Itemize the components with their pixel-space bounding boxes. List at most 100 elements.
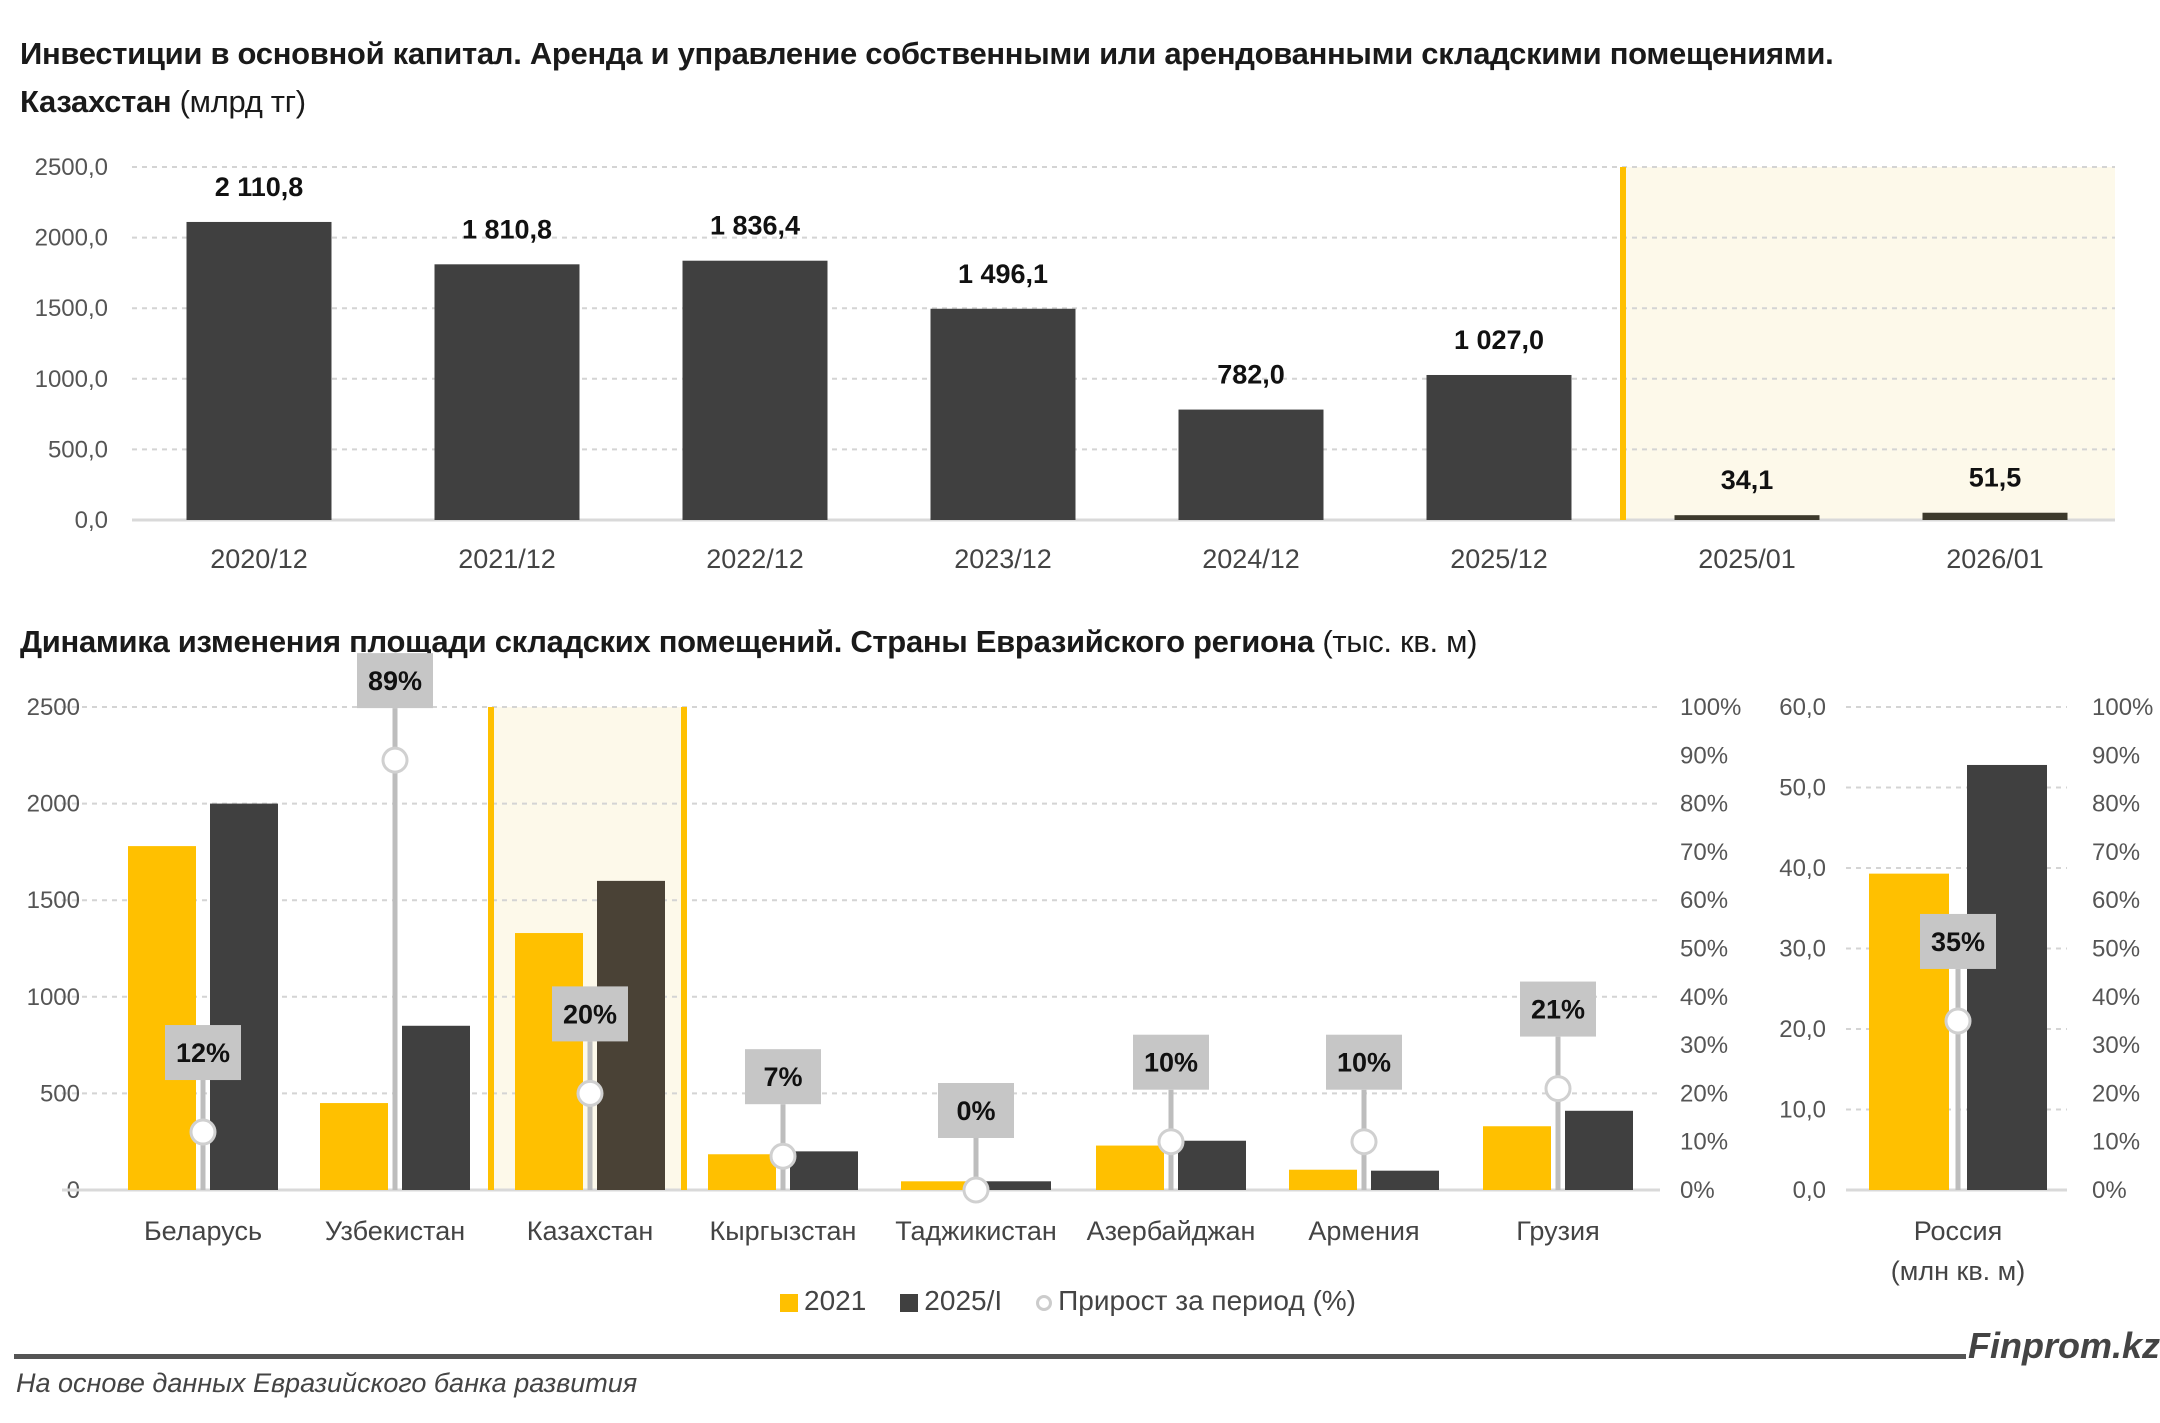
brand-logo: Finprom.kz [1968, 1325, 2160, 1366]
y2-tick-label: 80% [1680, 791, 1728, 818]
growth-marker [1157, 1128, 1185, 1156]
chart2-legend: 2021 2025/I Прирост за период (%) [780, 1285, 1356, 1317]
y2-tick-label: 50% [1680, 936, 1728, 963]
x-tick-label: Россия [1914, 1216, 2003, 1246]
data-label: 2 110,8 [215, 172, 304, 202]
growth-label: 21% [1531, 995, 1585, 1025]
growth-marker [189, 1118, 217, 1146]
x-tick-label: Узбекистан [325, 1216, 465, 1246]
bar [1674, 515, 1820, 520]
chart1-region: Казахстан [20, 84, 172, 119]
bar-2025 [1178, 1140, 1246, 1190]
bar-2021 [901, 1181, 969, 1190]
y2-tick-label: 70% [2092, 839, 2140, 866]
data-label: 51,5 [1969, 463, 2022, 493]
bar-2021 [1096, 1145, 1164, 1190]
growth-label-box [1326, 1034, 1402, 1090]
growth-label-box [1520, 981, 1596, 1037]
bar-2025 [983, 1181, 1051, 1190]
highlight-region [1623, 167, 2115, 520]
bar-2025 [1371, 1170, 1439, 1190]
data-label: 1 027,0 [1454, 325, 1544, 355]
y-tick-label: 2500 [27, 694, 80, 721]
bar-2021 [515, 933, 583, 1190]
bar-2025 [210, 803, 278, 1190]
growth-label: 12% [176, 1038, 230, 1068]
x-tick-label: Армения [1308, 1216, 1419, 1246]
bar-2025 [1967, 764, 2047, 1190]
legend-label: Прирост за период (%) [1058, 1285, 1356, 1316]
y-tick-label: 60,0 [1779, 694, 1826, 721]
legend-swatch-dark [900, 1293, 919, 1312]
growth-marker [1350, 1128, 1378, 1156]
bar-2021 [128, 846, 196, 1190]
y-tick-label: 0,0 [1793, 1177, 1826, 1204]
growth-label: 20% [563, 999, 617, 1029]
y-tick-label: 20,0 [1779, 1016, 1826, 1043]
growth-label: 7% [763, 1062, 802, 1092]
x-tick-label: Кыргызстан [710, 1216, 857, 1246]
x-tick-label: 2023/12 [954, 544, 1052, 574]
x-tick-label: Казахстан [527, 1216, 654, 1246]
data-label: 1 810,8 [462, 214, 552, 244]
y-tick-label: 2000,0 [35, 225, 108, 252]
y-tick-label: 1000,0 [35, 366, 108, 393]
y-tick-label: 1000 [27, 984, 80, 1011]
chart1-unit: (млрд тг) [179, 84, 306, 119]
growth-marker [381, 746, 409, 774]
growth-marker [962, 1176, 990, 1204]
growth-marker [769, 1142, 797, 1170]
x-tick-label: Грузия [1516, 1216, 1599, 1246]
bar [682, 260, 828, 520]
y-tick-label: 40,0 [1779, 855, 1826, 882]
growth-label-box [745, 1049, 821, 1105]
x-tick-label: 2022/12 [706, 544, 804, 574]
y2-tick-label: 30% [2092, 1032, 2140, 1059]
source-note: На основе данных Евразийского банка разв… [16, 1368, 638, 1398]
y2-tick-label: 100% [1680, 694, 1741, 721]
y2-tick-label: 70% [1680, 839, 1728, 866]
bar [1426, 374, 1572, 520]
data-label: 1 496,1 [958, 259, 1048, 289]
bar-2021 [1483, 1126, 1551, 1190]
y2-tick-label: 20% [1680, 1080, 1728, 1107]
legend-item-2021: 2021 [780, 1285, 866, 1317]
y2-tick-label: 30% [1680, 1032, 1728, 1059]
x-tick-label: 2020/12 [210, 544, 308, 574]
x-tick-label: Азербайджан [1087, 1216, 1256, 1246]
chart2-unit: (тыс. кв. м) [1322, 624, 1478, 659]
y2-tick-label: 40% [1680, 984, 1728, 1011]
y2-tick-label: 40% [2092, 984, 2140, 1011]
y-tick-label: 2000 [27, 791, 80, 818]
y2-tick-label: 60% [2092, 887, 2140, 914]
legend-label: 2025/I [924, 1285, 1003, 1316]
x-tick-label: Таджикистан [895, 1216, 1057, 1246]
y2-tick-label: 80% [2092, 791, 2140, 818]
legend-item-2025: 2025/I [900, 1285, 1002, 1317]
x-tick-label: 2025/01 [1698, 544, 1796, 574]
legend-label: 2021 [804, 1285, 867, 1316]
bar-2025 [1565, 1110, 1633, 1190]
growth-label-box [357, 653, 433, 709]
footer-divider [14, 1354, 1966, 1359]
y2-tick-label: 100% [2092, 694, 2153, 721]
data-label: 34,1 [1721, 465, 1774, 495]
growth-label: 0% [956, 1096, 995, 1126]
y-tick-label: 2500,0 [35, 154, 108, 181]
legend-item-growth: Прирост за период (%) [1036, 1285, 1356, 1317]
y-tick-label: 30,0 [1779, 936, 1826, 963]
growth-label-box [165, 1025, 241, 1081]
chart2-title-text: Динамика изменения площади складских пом… [20, 624, 1314, 659]
x-tick-label: 2026/01 [1946, 544, 2044, 574]
x-tick-label: 2021/12 [458, 544, 556, 574]
y2-tick-label: 90% [2092, 742, 2140, 769]
growth-label: 10% [1337, 1048, 1391, 1078]
y-tick-label: 1500,0 [35, 295, 108, 322]
bar [930, 308, 1076, 520]
data-label: 1 836,4 [710, 211, 800, 241]
bar-2021 [708, 1154, 776, 1190]
y-tick-label: 500,0 [48, 436, 108, 463]
x-tick-label: Беларусь [144, 1216, 262, 1246]
y2-tick-label: 0% [2092, 1177, 2127, 1204]
